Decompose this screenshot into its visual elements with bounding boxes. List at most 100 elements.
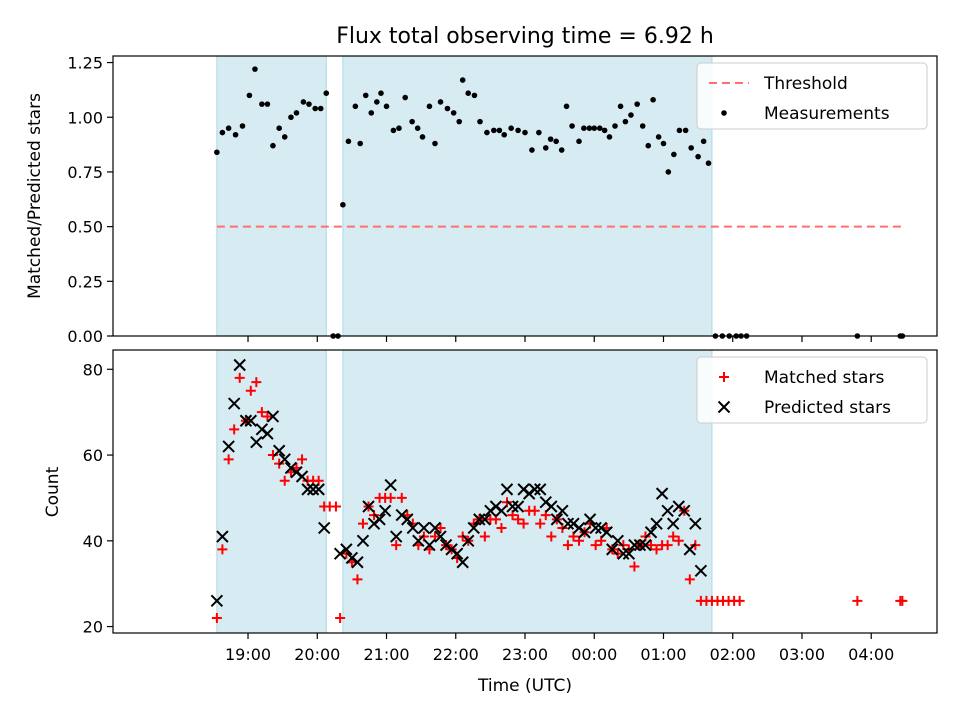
measurement-point bbox=[252, 66, 258, 72]
x-tick-label: 00:00 bbox=[571, 645, 617, 664]
series-measurements bbox=[214, 66, 906, 339]
measurement-point bbox=[432, 140, 438, 147]
x-tick-label: 02:00 bbox=[710, 645, 756, 664]
legend-predicted-swatch bbox=[717, 400, 731, 414]
measurement-point bbox=[419, 134, 426, 140]
matched-point bbox=[518, 518, 529, 529]
measurement-point bbox=[536, 129, 542, 136]
measurement-point bbox=[695, 153, 701, 160]
predicted-point bbox=[694, 564, 708, 578]
predicted-point bbox=[534, 483, 547, 496]
measurement-point bbox=[655, 134, 662, 140]
predicted-point bbox=[417, 521, 431, 535]
measurement-point bbox=[450, 110, 457, 116]
measurement-point bbox=[312, 105, 318, 112]
y-tick-label: 60 bbox=[83, 446, 103, 465]
predicted-point bbox=[462, 534, 475, 548]
measurement-point bbox=[352, 103, 359, 110]
measurement-point bbox=[558, 147, 565, 153]
predicted-point bbox=[356, 534, 370, 548]
matched-point bbox=[662, 540, 673, 551]
measurement-point bbox=[547, 136, 554, 142]
legend-measurement-swatch bbox=[721, 110, 727, 116]
predicted-point bbox=[317, 521, 331, 535]
measurement-point bbox=[622, 118, 629, 125]
predicted-point bbox=[261, 427, 274, 440]
predicted-point bbox=[278, 453, 291, 466]
measurement-point bbox=[496, 127, 503, 134]
measurement-point bbox=[465, 90, 472, 96]
legend-matched-swatch bbox=[719, 372, 729, 382]
matched-point bbox=[513, 514, 524, 525]
measurement-point bbox=[591, 125, 598, 131]
matched-point bbox=[684, 574, 695, 585]
measurement-point bbox=[569, 123, 575, 129]
predicted-point bbox=[506, 500, 519, 513]
measurement-point bbox=[617, 103, 624, 110]
measurement-point bbox=[390, 127, 397, 134]
measurement-point bbox=[705, 160, 712, 166]
matched-point bbox=[897, 595, 908, 606]
predicted-point bbox=[617, 547, 630, 560]
measurement-point bbox=[239, 123, 246, 129]
x-axis-label: Time (UTC) bbox=[477, 676, 572, 696]
predicted-point bbox=[561, 517, 575, 530]
predicted-point bbox=[239, 414, 253, 427]
matched-point bbox=[673, 535, 684, 546]
predicted-point bbox=[406, 521, 420, 535]
predicted-point bbox=[556, 504, 569, 518]
y-tick-label: 0.50 bbox=[67, 218, 103, 237]
measurement-point bbox=[437, 99, 444, 105]
predicted-point bbox=[528, 483, 541, 496]
predicted-point bbox=[689, 517, 702, 530]
matched-point bbox=[385, 492, 396, 503]
measurement-point bbox=[612, 123, 618, 129]
measurement-point bbox=[522, 129, 528, 136]
matched-point bbox=[651, 544, 662, 555]
predicted-point bbox=[434, 530, 447, 543]
measurement-point bbox=[345, 138, 352, 145]
measurement-point bbox=[409, 118, 415, 125]
measurement-point bbox=[232, 131, 239, 138]
predicted-point bbox=[333, 547, 347, 560]
predicted-point bbox=[495, 504, 508, 518]
predicted-point bbox=[340, 543, 353, 556]
measurement-point bbox=[484, 129, 490, 136]
predicted-point bbox=[222, 440, 235, 453]
y-tick-label: 0.75 bbox=[67, 163, 103, 182]
measurement-point bbox=[508, 125, 514, 131]
measurement-point bbox=[634, 101, 640, 107]
legend-label: Threshold bbox=[763, 74, 848, 94]
measurement-point bbox=[374, 99, 380, 105]
predicted-point bbox=[306, 483, 320, 496]
measurement-point bbox=[270, 142, 276, 149]
predicted-point bbox=[500, 483, 514, 496]
measurement-point bbox=[214, 149, 220, 156]
measurement-point bbox=[368, 110, 375, 116]
matched-point bbox=[335, 612, 346, 623]
observing-window-1 bbox=[342, 55, 713, 337]
predicted-point bbox=[606, 543, 619, 556]
measurement-point bbox=[246, 92, 253, 99]
measurement-point bbox=[340, 201, 346, 208]
predicted-point bbox=[450, 547, 464, 560]
legend-box bbox=[696, 356, 928, 424]
matched-point bbox=[229, 424, 240, 435]
predicted-point bbox=[628, 538, 641, 552]
measurement-point bbox=[688, 145, 694, 151]
y-tick-label: 1.00 bbox=[67, 108, 103, 127]
matched-point bbox=[734, 595, 745, 606]
y-tick-label: 40 bbox=[83, 532, 103, 551]
predicted-point bbox=[428, 521, 442, 535]
matched-point bbox=[217, 544, 228, 555]
measurement-point bbox=[671, 151, 677, 158]
x-tick-label: 03:00 bbox=[779, 645, 825, 664]
measurement-point bbox=[317, 105, 324, 112]
measurement-point bbox=[414, 125, 421, 131]
matched-point bbox=[262, 411, 273, 422]
y-tick-label: 0.00 bbox=[67, 327, 103, 346]
y-tick-label: 80 bbox=[83, 360, 103, 379]
predicted-point bbox=[655, 487, 669, 500]
measurement-point bbox=[477, 118, 483, 125]
ratio-panel: 0.00 0.25 0.50 0.75 1.00 1.25 Threshold Measure… bbox=[67, 54, 938, 346]
